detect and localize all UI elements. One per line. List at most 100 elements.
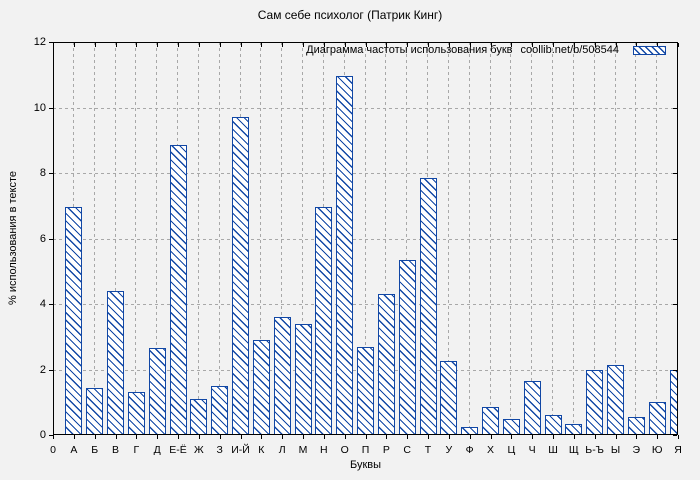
- x-axis-tick: [323, 435, 325, 439]
- y-tick-label: 4: [39, 298, 46, 310]
- x-axis-tick-top: [323, 43, 325, 47]
- y-axis-tick-left: [49, 42, 53, 43]
- x-axis-tick-top: [136, 43, 138, 47]
- y-axis-tick-right: [673, 304, 677, 305]
- y-axis-tick-left: [49, 369, 53, 371]
- bar-Ж: [190, 398, 208, 435]
- x-tick-label: К: [258, 444, 265, 456]
- bar-К: [252, 340, 270, 435]
- x-axis-tick-top: [115, 43, 117, 47]
- gridline-vertical: [406, 42, 408, 435]
- x-axis-tick-top: [240, 43, 242, 47]
- gridline-vertical: [156, 42, 158, 435]
- x-axis-tick: [678, 435, 679, 439]
- x-axis-tick-top: [428, 43, 429, 47]
- x-axis-tick: [657, 435, 659, 439]
- legend-swatch-hatch-icon: [633, 45, 666, 55]
- gridline-vertical: [656, 42, 658, 435]
- gridline-vertical: [635, 42, 637, 435]
- chart-title: Сам себе психолог (Патрик Кинг): [257, 8, 443, 22]
- x-tick-label: П: [361, 444, 370, 456]
- x-axis-tick-top: [303, 43, 304, 47]
- gridline-horizontal: [53, 173, 678, 174]
- plot-area: [53, 42, 678, 435]
- y-axis-tick-right: [673, 435, 677, 436]
- x-tick-label: И-Й: [231, 444, 250, 456]
- x-axis-tick-top: [94, 43, 96, 47]
- x-tick-label: Щ: [568, 444, 579, 456]
- x-axis-tick-top: [553, 43, 554, 47]
- x-axis-tick: [553, 435, 554, 439]
- x-axis-tick: [511, 435, 513, 439]
- bar-Р: [377, 294, 395, 435]
- x-axis-tick: [344, 435, 346, 439]
- gridline-vertical: [468, 42, 470, 435]
- x-tick-label: Ь-Ъ: [585, 444, 604, 456]
- x-axis-tick-top: [511, 43, 513, 47]
- x-axis-tick: [261, 435, 263, 439]
- bar-О: [336, 76, 354, 435]
- bar-М: [294, 323, 312, 435]
- x-tick-label: Д: [153, 444, 161, 456]
- x-axis-tick-top: [636, 43, 638, 47]
- bar-Ю: [648, 402, 666, 435]
- x-axis-tick: [282, 435, 284, 439]
- x-tick-label: Ю: [651, 444, 663, 456]
- x-axis-tick: [573, 435, 575, 439]
- bar-Я: [669, 369, 678, 435]
- bar-Ы: [607, 364, 624, 435]
- gridline-vertical: [552, 42, 553, 435]
- x-axis-tick: [115, 435, 117, 439]
- bar-Т: [419, 177, 437, 435]
- x-tick-label: Б: [91, 444, 99, 456]
- gridline-vertical: [281, 42, 283, 435]
- x-axis-tick-top: [594, 43, 596, 47]
- gridline-vertical: [614, 42, 616, 435]
- x-axis-tick-top: [282, 43, 284, 47]
- y-axis-tick-right: [673, 173, 677, 174]
- y-axis-tick-right: [673, 369, 677, 371]
- x-axis-tick-top: [198, 43, 200, 47]
- x-axis-tick: [365, 435, 367, 439]
- x-axis-tick: [615, 435, 617, 439]
- x-tick-label: Т: [424, 444, 432, 456]
- x-axis-tick: [178, 435, 179, 439]
- x-axis-tick: [594, 435, 596, 439]
- x-axis-tick-top: [73, 43, 75, 47]
- x-axis-tick-top: [407, 43, 409, 47]
- bar-Н: [315, 207, 333, 435]
- x-axis-tick: [53, 435, 54, 439]
- x-axis-tick: [386, 435, 388, 439]
- bar-Ф: [461, 426, 479, 435]
- x-origin-label: 0: [50, 444, 56, 456]
- y-axis-tick-left: [49, 238, 53, 240]
- y-axis-tick-right: [673, 42, 677, 43]
- x-axis-tick: [94, 435, 96, 439]
- x-tick-label: М: [298, 444, 308, 456]
- x-axis-tick: [157, 435, 159, 439]
- x-axis-tick-top: [261, 43, 263, 47]
- x-axis-tick-top: [219, 43, 221, 47]
- legend-label: Диаграмма частоты использования букв: [306, 44, 513, 56]
- gridline-vertical: [510, 42, 512, 435]
- x-axis-tick-top: [573, 43, 575, 47]
- x-tick-label: Г: [133, 444, 140, 456]
- x-axis-tick-top: [386, 43, 388, 47]
- x-axis-tick: [532, 435, 534, 439]
- x-tick-label: Ф: [465, 444, 474, 456]
- bar-Х: [482, 407, 499, 435]
- x-axis-tick: [240, 435, 242, 439]
- x-axis-tick: [448, 435, 450, 439]
- x-tick-label: А: [70, 444, 78, 456]
- bar-У: [440, 361, 458, 435]
- gridline-vertical: [260, 42, 262, 435]
- x-tick-label: Ш: [548, 444, 558, 456]
- x-tick-label: Ж: [193, 444, 204, 456]
- y-axis-tick-left: [49, 173, 53, 174]
- x-tick-label: Х: [486, 444, 494, 456]
- bar-Ь-Ъ: [586, 369, 604, 435]
- x-axis-title: Буквы: [349, 459, 382, 471]
- x-axis-tick: [198, 435, 200, 439]
- x-axis-tick: [407, 435, 409, 439]
